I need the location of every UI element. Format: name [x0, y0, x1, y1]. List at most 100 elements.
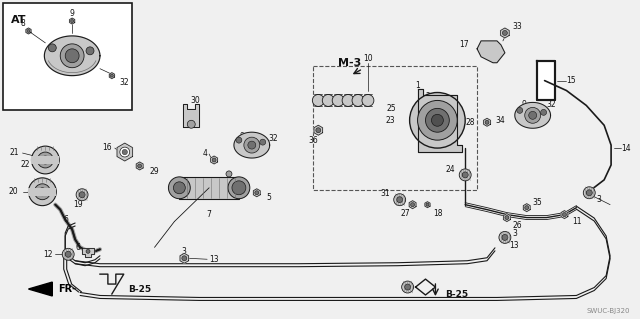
Polygon shape [109, 73, 115, 78]
Polygon shape [117, 143, 132, 161]
Polygon shape [500, 28, 509, 38]
Text: 32: 32 [269, 134, 278, 143]
Circle shape [529, 111, 537, 119]
Text: 23: 23 [385, 116, 395, 125]
Circle shape [42, 156, 49, 164]
Circle shape [62, 248, 74, 260]
Text: 30: 30 [190, 96, 200, 105]
Text: M-3: M-3 [338, 58, 362, 68]
Circle shape [65, 49, 79, 63]
Circle shape [499, 232, 511, 243]
Text: 20: 20 [9, 187, 19, 196]
Circle shape [65, 251, 71, 257]
Circle shape [426, 203, 429, 206]
Circle shape [35, 184, 51, 200]
Text: 18: 18 [433, 209, 443, 218]
Text: 1: 1 [415, 81, 420, 90]
Text: 10: 10 [363, 54, 372, 63]
Polygon shape [561, 211, 568, 219]
Circle shape [563, 212, 566, 217]
Polygon shape [26, 28, 31, 34]
Circle shape [236, 137, 242, 143]
Text: 3: 3 [182, 247, 187, 256]
Circle shape [226, 171, 232, 177]
Polygon shape [70, 18, 75, 24]
Text: 32: 32 [120, 78, 129, 87]
Circle shape [173, 182, 186, 194]
Circle shape [586, 190, 592, 196]
Text: 16: 16 [102, 143, 112, 152]
Text: 19: 19 [74, 200, 83, 209]
Text: 32: 32 [547, 100, 556, 109]
Circle shape [110, 74, 113, 77]
Circle shape [38, 188, 46, 196]
Circle shape [323, 94, 334, 107]
Polygon shape [515, 102, 550, 128]
Polygon shape [524, 204, 530, 211]
Circle shape [431, 114, 444, 126]
Text: 6: 6 [76, 243, 81, 252]
Circle shape [244, 137, 260, 153]
Circle shape [332, 94, 344, 107]
Circle shape [86, 47, 94, 55]
Circle shape [49, 44, 56, 52]
Text: 33: 33 [513, 23, 523, 32]
Text: 35: 35 [532, 198, 543, 207]
Circle shape [70, 19, 74, 23]
Circle shape [188, 120, 195, 128]
Polygon shape [409, 201, 416, 209]
Bar [3, 3, 132, 110]
Text: 11: 11 [572, 217, 582, 226]
Circle shape [312, 94, 324, 107]
Polygon shape [44, 36, 100, 76]
Circle shape [27, 29, 30, 33]
Text: B-25: B-25 [128, 285, 151, 293]
Circle shape [362, 94, 374, 107]
Circle shape [316, 128, 321, 133]
Circle shape [426, 108, 449, 132]
Circle shape [402, 281, 413, 293]
Text: FR-: FR- [58, 284, 76, 294]
Text: 27: 27 [401, 209, 410, 218]
Text: 2: 2 [425, 92, 430, 101]
Circle shape [212, 158, 216, 162]
Bar [537, 61, 554, 100]
Circle shape [485, 120, 489, 124]
Text: 3: 3 [596, 195, 601, 204]
Polygon shape [29, 282, 52, 296]
Text: 25: 25 [386, 104, 396, 113]
Circle shape [168, 177, 190, 199]
Circle shape [352, 94, 364, 107]
Circle shape [502, 234, 508, 241]
Polygon shape [417, 89, 462, 152]
Text: 21: 21 [9, 148, 19, 157]
Text: 9: 9 [522, 100, 527, 109]
Text: SWUC-BJ320: SWUC-BJ320 [586, 308, 630, 314]
Circle shape [260, 139, 266, 145]
Circle shape [122, 149, 127, 155]
Text: 9: 9 [240, 132, 245, 141]
Circle shape [505, 216, 509, 219]
Text: 9: 9 [70, 9, 75, 18]
Polygon shape [234, 132, 269, 158]
Circle shape [182, 256, 187, 261]
Circle shape [525, 108, 541, 123]
Circle shape [79, 192, 85, 198]
Polygon shape [253, 189, 260, 197]
Text: 6: 6 [64, 215, 68, 224]
Text: 3: 3 [513, 229, 518, 238]
Polygon shape [314, 125, 323, 135]
Circle shape [342, 94, 354, 107]
Circle shape [404, 284, 411, 290]
Text: 12: 12 [43, 250, 52, 259]
Bar [29, 188, 56, 196]
Circle shape [228, 177, 250, 199]
Text: 36: 36 [308, 136, 318, 145]
Circle shape [86, 249, 90, 253]
Circle shape [120, 147, 130, 157]
Text: 8: 8 [20, 19, 25, 27]
Text: 15: 15 [566, 76, 576, 85]
Circle shape [255, 191, 259, 195]
Circle shape [394, 194, 406, 206]
Text: 22: 22 [21, 160, 31, 169]
